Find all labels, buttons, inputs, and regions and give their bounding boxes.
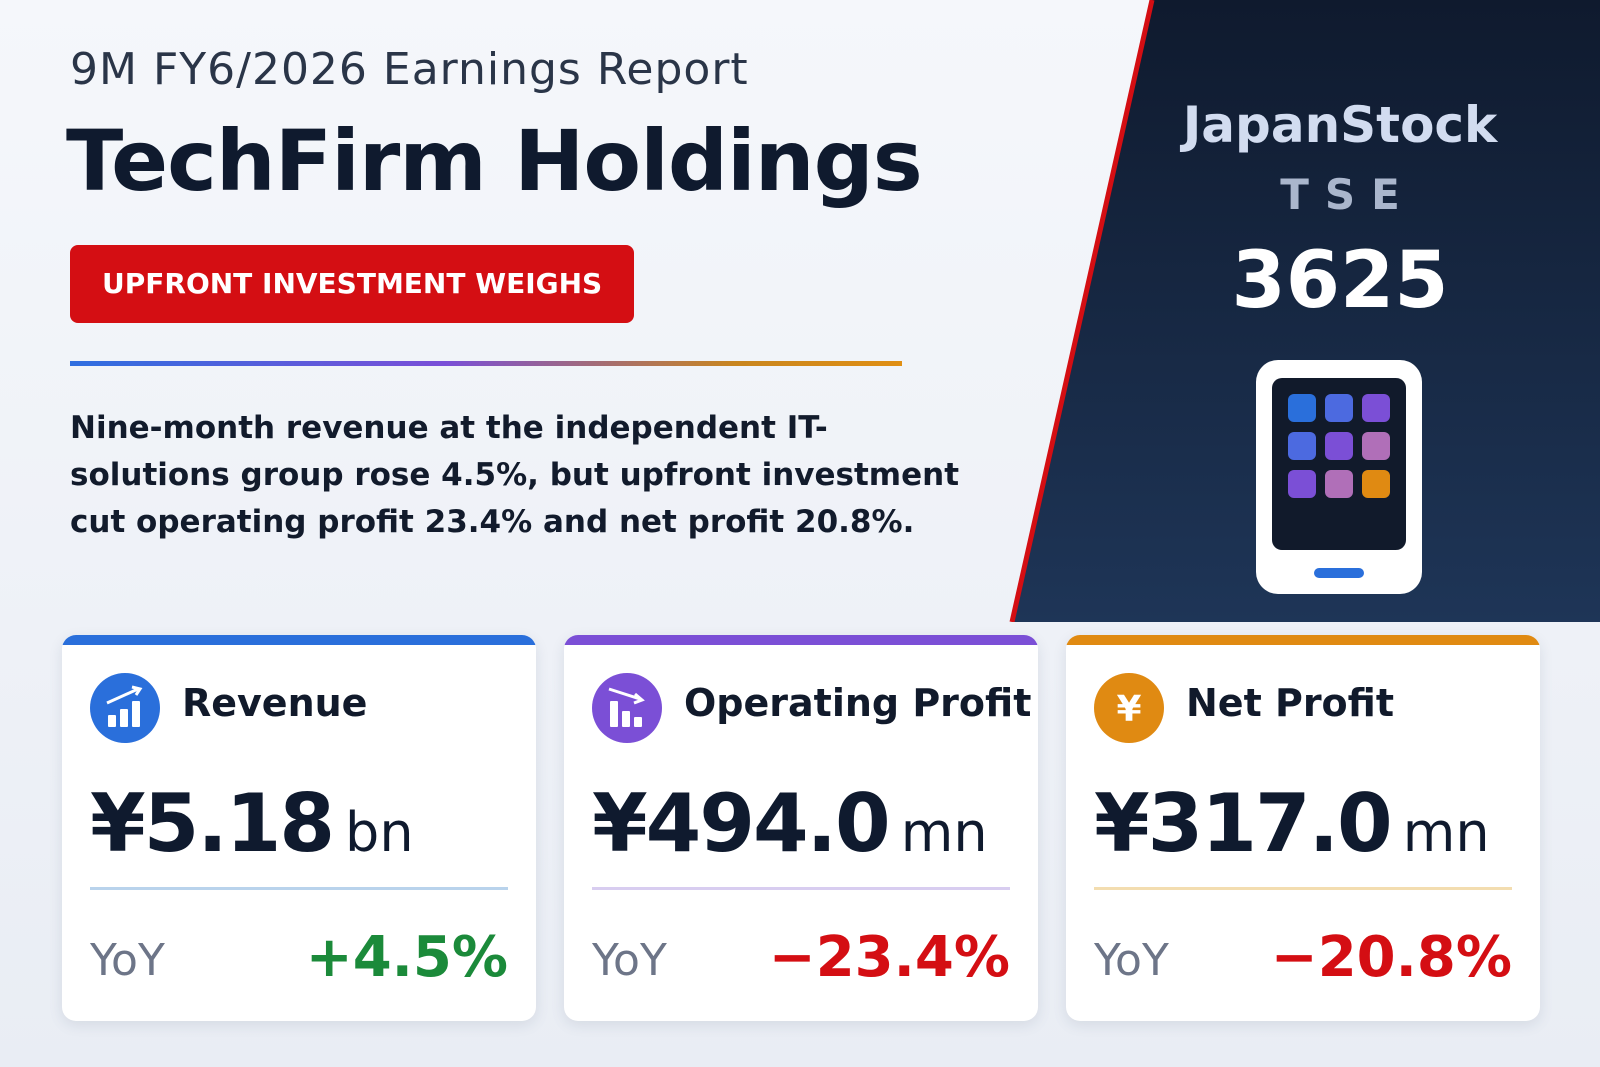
ticker-panel-background [1009,0,1600,622]
card-value: ¥317.0 mn [1094,777,1490,870]
report-period: 9M FY6/2026 Earnings Report [70,44,749,95]
card-title: Revenue [182,681,368,725]
yoy-label: YoY [90,935,165,986]
value-number: ¥494.0 [592,777,891,870]
value-number: ¥5.18 [90,777,335,870]
exchange-label: TSE [1280,170,1416,219]
card-title: Operating Profit [684,681,1032,725]
value-unit: mn [900,801,988,864]
card-value: ¥494.0 mn [592,777,988,870]
metric-card-net-profit: ¥ Net Profit ¥317.0 mn YoY −20.8% [1066,635,1540,1021]
summary-text: Nine-month revenue at the independent IT… [70,410,960,540]
card-accent-bar [1066,635,1540,645]
value-number: ¥317.0 [1094,777,1393,870]
yen-icon: ¥ [1094,673,1164,743]
brand-name: JapanStock [1182,96,1498,154]
value-unit: bn [345,801,414,864]
company-name: TechFirm Holdings [66,112,923,210]
yoy-label: YoY [592,935,667,986]
yen-glyph: ¥ [1116,689,1141,730]
metric-card-operating-profit: Operating Profit ¥494.0 mn YoY −23.4% [564,635,1038,1021]
yoy-value: −23.4% [768,925,1010,990]
card-divider [592,887,1010,890]
ticker-code: 3625 [1231,236,1449,326]
bar-chart-up-icon [90,673,160,743]
card-accent-bar [62,635,536,645]
gradient-divider [70,361,902,366]
headline-badge: UPFRONT INVESTMENT WEIGHS [70,245,635,323]
card-title: Net Profit [1186,681,1394,725]
yoy-value: −20.8% [1270,925,1512,990]
tablet-icon [1256,360,1422,594]
card-divider [1094,887,1512,890]
bar-chart-down-icon [592,673,662,743]
yoy-value: +4.5% [305,925,508,990]
yoy-label: YoY [1094,935,1169,986]
card-divider [90,887,508,890]
value-unit: mn [1402,801,1490,864]
metric-card-revenue: Revenue ¥5.18 bn YoY +4.5% [62,635,536,1021]
card-accent-bar [564,635,1038,645]
card-value: ¥5.18 bn [90,777,414,870]
